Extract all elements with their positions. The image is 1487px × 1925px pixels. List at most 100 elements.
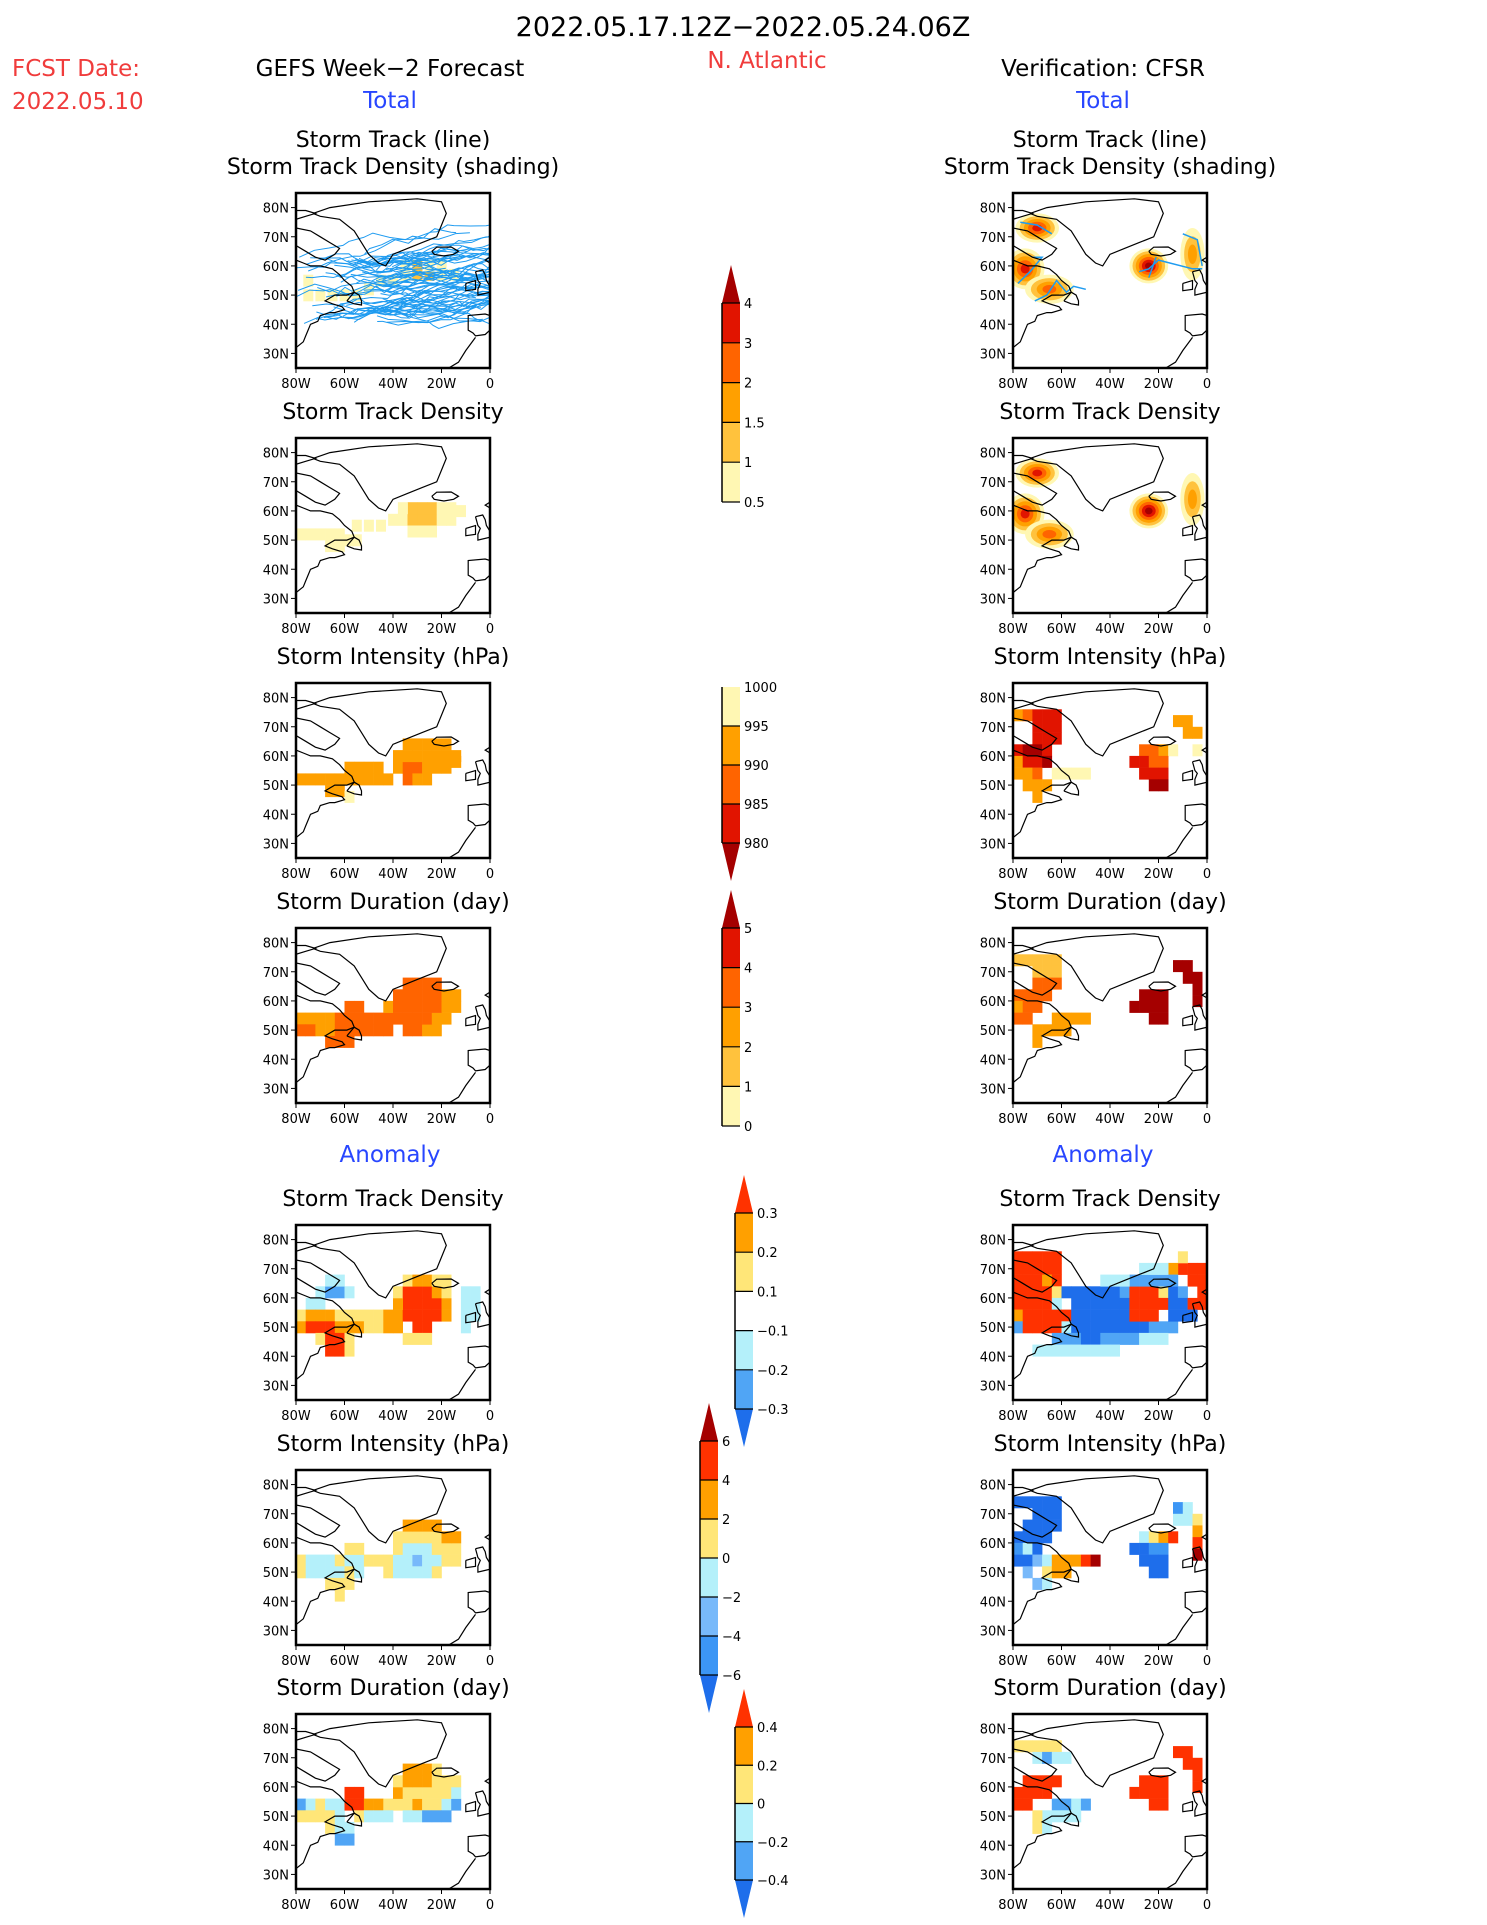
panel-title: Storm Intensity (hPa)	[276, 645, 510, 670]
shaded-cell	[431, 1798, 442, 1811]
shaded-cell	[325, 1344, 336, 1357]
x-tick-label: 20W	[427, 1898, 457, 1913]
shaded-cell	[1197, 1262, 1207, 1275]
shaded-cell	[422, 1519, 433, 1532]
shaded-cell	[393, 1798, 403, 1811]
shaded-cell	[1080, 1297, 1091, 1310]
shaded-cell	[407, 502, 418, 515]
coastline	[1164, 1614, 1207, 1645]
shaded-cell	[325, 1321, 336, 1334]
shaded-cell	[1129, 755, 1140, 768]
x-tick-label: 80W	[998, 1112, 1028, 1127]
shaded-cell	[1148, 1332, 1159, 1345]
shaded-cell	[441, 1542, 452, 1555]
panel-title: Storm Duration (day)	[993, 1676, 1227, 1701]
shaded-cell	[1042, 755, 1053, 768]
shaded-cell	[1158, 1554, 1169, 1567]
shaded-cell	[1182, 971, 1193, 984]
shaded-cell	[400, 260, 411, 273]
shaded-cell	[1032, 1000, 1043, 1013]
shaded-cell	[325, 1309, 336, 1322]
shaded-cell	[296, 1309, 306, 1322]
shaded-cell	[1022, 1321, 1033, 1334]
colorbar-label: −0.2	[757, 1836, 789, 1851]
colorbar-segment	[722, 804, 740, 843]
colorbar-segment	[735, 1803, 753, 1842]
y-tick-label: 50N	[980, 1566, 1006, 1581]
shaded-cell	[1148, 1012, 1159, 1025]
shaded-cell	[422, 1542, 433, 1555]
y-tick-label: 80N	[980, 1723, 1006, 1738]
shaded-cell	[1129, 1321, 1140, 1334]
colorbar-top-arrow	[735, 1689, 753, 1727]
coastline	[296, 1536, 355, 1626]
shaded-cell	[451, 1798, 462, 1811]
shaded-cell	[1110, 1286, 1120, 1299]
shaded-cell	[451, 1000, 462, 1013]
shaded-cell	[1061, 1332, 1072, 1345]
shaded-cell	[305, 1012, 316, 1025]
fcst-date-label: FCST Date:	[12, 56, 140, 82]
shaded-cell	[402, 1012, 413, 1025]
shaded-cell	[1139, 1309, 1150, 1322]
shaded-cell	[1071, 1344, 1082, 1357]
shaded-cell	[1032, 1775, 1043, 1788]
shaded-cell	[393, 1286, 403, 1299]
shaded-cell	[1148, 1321, 1159, 1334]
shaded-cell	[354, 773, 365, 786]
shaded-cell	[1168, 1274, 1179, 1287]
shaded-cell	[1168, 1297, 1179, 1310]
shaded-cell	[1042, 965, 1053, 978]
colorbar-label: 985	[744, 798, 769, 813]
y-tick-label: 40N	[263, 1053, 289, 1068]
map-plot: 30N 40N 50N 60N 70N 80N 80W 60W 40W 20W 0	[263, 191, 494, 392]
x-tick-label: 0	[486, 377, 494, 392]
x-tick-label: 40W	[378, 1409, 408, 1424]
shaded-cell	[393, 1786, 403, 1799]
shaded-cell	[441, 1531, 452, 1544]
colorbar-label: 3	[744, 337, 752, 352]
shaded-cell	[1119, 1332, 1130, 1345]
y-tick-label: 80N	[263, 447, 289, 462]
shaded-cell	[1042, 1024, 1053, 1037]
shaded-cell	[1051, 1286, 1062, 1299]
colorbar-bottom-arrow	[735, 1880, 753, 1918]
shaded-cell	[1051, 1262, 1062, 1275]
shaded-cell	[1080, 1286, 1091, 1299]
shaded-cell	[344, 761, 355, 774]
shaded-cell	[402, 1024, 413, 1037]
coastline	[1063, 536, 1080, 551]
storm-track-line	[358, 236, 490, 263]
shaded-cell	[460, 1321, 471, 1334]
map-plot: 30N 40N 50N 60N 70N 80N 80W 60W 40W 20W 0	[980, 436, 1211, 637]
shaded-cell	[363, 519, 374, 532]
shaded-cell	[1051, 1297, 1062, 1310]
shaded-cell	[451, 1775, 462, 1788]
shaded-cell	[422, 773, 433, 786]
shaded-cell	[383, 1321, 394, 1334]
shaded-cell	[1192, 744, 1203, 757]
shaded-cell	[1173, 1513, 1183, 1526]
shaded-cell	[412, 1763, 423, 1776]
shaded-cell	[1061, 1321, 1072, 1334]
coastline	[1184, 1834, 1207, 1858]
shaded-cell	[383, 1566, 394, 1579]
shaded-cell	[1061, 1344, 1072, 1357]
x-tick-label: 0	[1203, 622, 1211, 637]
shaded-cell	[334, 1035, 345, 1048]
coastline	[465, 1556, 477, 1569]
shaded-cell	[1158, 1321, 1169, 1334]
shaded-cell	[315, 1798, 326, 1811]
shaded-cell	[344, 1833, 355, 1846]
shaded-cell	[412, 1000, 423, 1013]
shaded-cell	[436, 260, 447, 273]
storm-track-line	[382, 283, 490, 304]
shaded-cell	[1022, 1566, 1033, 1579]
colorbar-segment	[735, 1841, 753, 1881]
shaded-cell	[1119, 1309, 1130, 1322]
shaded-cell	[441, 1554, 452, 1567]
panel-title: Storm Duration (day)	[276, 890, 510, 915]
shaded-cell	[1148, 767, 1159, 780]
x-tick-label: 80W	[998, 1409, 1028, 1424]
shaded-cell	[402, 773, 413, 786]
